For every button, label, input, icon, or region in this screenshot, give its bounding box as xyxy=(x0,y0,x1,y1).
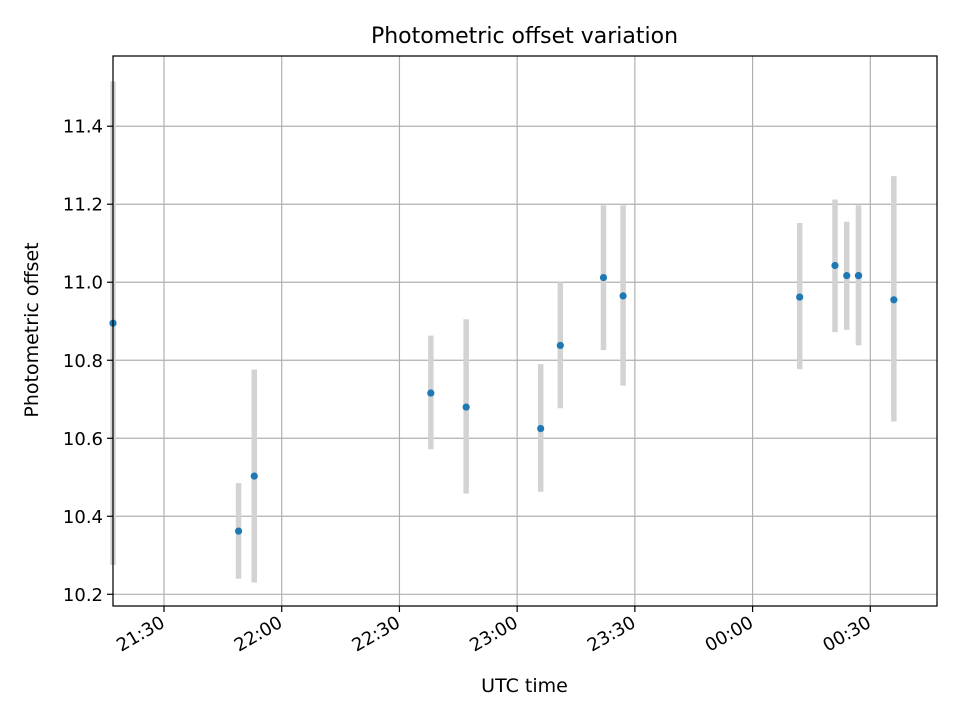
data-point xyxy=(250,472,258,480)
data-point xyxy=(831,261,839,270)
y-tick-label: 10.4 xyxy=(63,507,103,528)
y-tick-label: 11.4 xyxy=(63,117,103,138)
x-axis-label: UTC time xyxy=(481,675,568,697)
y-tick-label: 11.0 xyxy=(63,273,103,294)
data-point xyxy=(796,293,804,301)
data-points xyxy=(109,261,898,535)
y-tick-label: 10.8 xyxy=(63,351,103,372)
data-point xyxy=(854,272,863,280)
y-axis-label: Photometric offset xyxy=(21,242,43,417)
data-point xyxy=(599,273,608,282)
data-point xyxy=(556,341,564,350)
data-point xyxy=(234,527,243,535)
data-point xyxy=(427,389,435,397)
y-tick-label: 11.2 xyxy=(63,195,103,216)
axes-frame xyxy=(112,55,938,607)
chart-title: Photometric offset variation xyxy=(371,24,678,49)
y-tick-label: 10.6 xyxy=(63,429,103,450)
data-point xyxy=(462,403,470,411)
data-point xyxy=(619,292,627,300)
data-point xyxy=(843,272,851,280)
data-point xyxy=(890,296,898,304)
y-tick-label: 10.2 xyxy=(63,585,103,606)
data-point xyxy=(537,424,545,433)
